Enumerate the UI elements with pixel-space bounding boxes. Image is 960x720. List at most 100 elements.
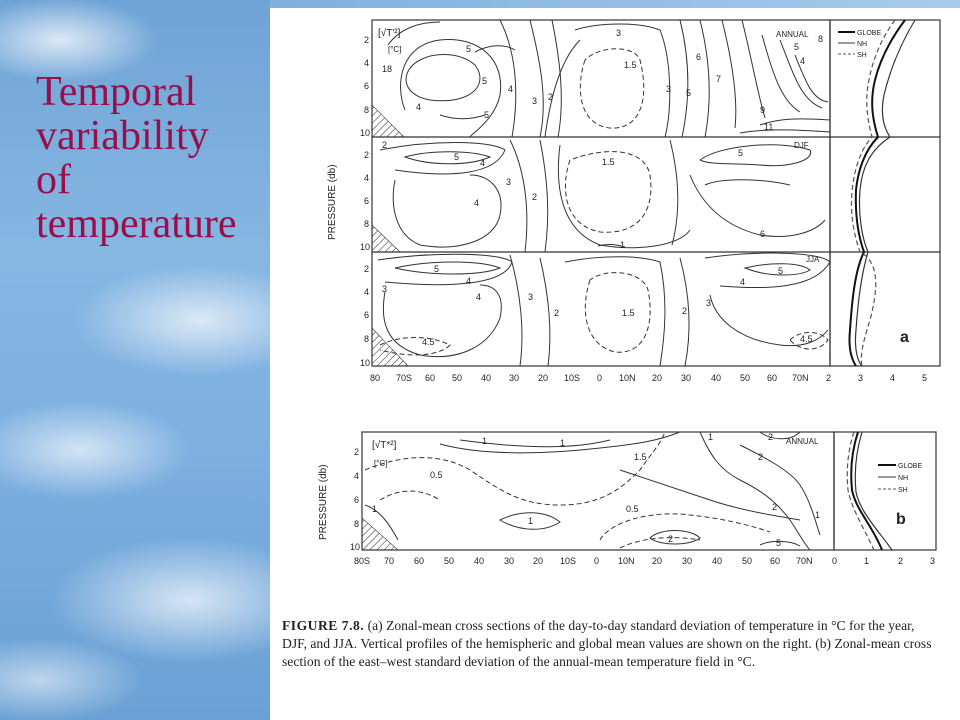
title-line: variability <box>36 113 209 159</box>
x-tick: 50 <box>444 556 454 566</box>
figure-b-ylabel: PRESSURE (db) <box>318 464 329 540</box>
x-tick: 40 <box>481 373 491 383</box>
contour-label: 5 <box>686 88 691 98</box>
x-tick: 40 <box>712 556 722 566</box>
units: [°C] <box>374 459 387 468</box>
contour-label: 5 <box>776 538 781 548</box>
x-tick: 60 <box>414 556 424 566</box>
y-tick: 2 <box>364 35 369 45</box>
x-tick: 10S <box>560 556 576 566</box>
contour-label: 8 <box>818 34 823 44</box>
y-tick: 2 <box>364 264 369 274</box>
x-tick: 60 <box>770 556 780 566</box>
y-tick: 8 <box>364 334 369 344</box>
contour-label: 4 <box>476 292 481 302</box>
units-label: [√T*²] <box>372 439 397 451</box>
profile-tick: 4 <box>890 373 895 383</box>
contours-b <box>364 431 821 551</box>
figure-a <box>371 19 941 367</box>
contour-label: 4 <box>508 84 513 94</box>
legend-entry: GLOBE <box>898 463 922 470</box>
contour-label: 5 <box>454 152 459 162</box>
x-tick: 70S <box>396 373 412 383</box>
x-tick: 20 <box>533 556 543 566</box>
contour-label: 1 <box>482 436 487 446</box>
contour-label: 5 <box>466 44 471 54</box>
legend-entry: SH <box>898 487 908 494</box>
contour-label: 2 <box>554 308 559 318</box>
y-tick: 4 <box>354 471 359 481</box>
contour-label: 4 <box>800 56 805 66</box>
x-tick: 80S <box>354 556 370 566</box>
profile-tick: 2 <box>898 556 903 566</box>
sky-background <box>0 0 270 720</box>
caption-label: FIGURE 7.8. <box>282 618 365 633</box>
contour-label: 5 <box>794 42 799 52</box>
season-label: DJF <box>794 141 809 150</box>
contours-djf <box>379 139 826 253</box>
hatched-region <box>371 327 409 367</box>
x-tick: 40 <box>711 373 721 383</box>
profile-tick: 2 <box>826 373 831 383</box>
profile-tick: 3 <box>930 556 935 566</box>
units: [°C] <box>388 45 401 54</box>
contours-annual <box>387 19 831 138</box>
contour-label: 0.5 <box>430 470 443 480</box>
figure-b <box>361 431 937 551</box>
contour-label: 4.5 <box>800 334 813 344</box>
figure-b-profile-frame <box>833 431 937 551</box>
contour-label: 4 <box>474 198 479 208</box>
contour-label: 3 <box>506 177 511 187</box>
x-tick: 70 <box>384 556 394 566</box>
contour-label: 18 <box>382 64 392 74</box>
contour-label: 9 <box>760 105 765 115</box>
contour-label: 1 <box>528 516 533 526</box>
x-tick: 50 <box>740 373 750 383</box>
panel-letter: a <box>900 329 909 346</box>
contour-label: 2 <box>768 432 773 442</box>
x-tick: 30 <box>504 556 514 566</box>
contour-label: 1.5 <box>624 60 637 70</box>
contour-label: 1.5 <box>622 308 635 318</box>
contour-label: 3 <box>382 284 387 294</box>
legend-entry: GLOBE <box>857 30 881 37</box>
figure-caption: FIGURE 7.8. (a) Zonal-mean cross section… <box>282 617 942 671</box>
units-label: [√T'²] <box>378 27 401 39</box>
x-tick: 80 <box>370 373 380 383</box>
panel-letter: b <box>896 511 906 528</box>
title-line: temperature <box>36 201 237 247</box>
y-tick: 10 <box>350 542 360 552</box>
contour-label: 2 <box>772 502 777 512</box>
figure-a-frame <box>371 19 831 367</box>
x-tick: 60 <box>767 373 777 383</box>
x-tick: 30 <box>681 373 691 383</box>
y-tick: 6 <box>364 310 369 320</box>
contours-jja <box>377 252 831 367</box>
contour-label: 5 <box>484 110 489 120</box>
x-tick: 40 <box>474 556 484 566</box>
contour-label: 11 <box>764 122 773 132</box>
y-tick: 10 <box>360 128 370 138</box>
y-tick: 4 <box>364 173 369 183</box>
y-tick: 4 <box>364 58 369 68</box>
contour-label: 1 <box>815 510 820 520</box>
contour-label: 2 <box>382 140 387 150</box>
contour-label: 2 <box>682 306 687 316</box>
contour-label: 2 <box>758 452 763 462</box>
contour-label: 4 <box>466 276 471 286</box>
contour-label: 1 <box>372 504 377 514</box>
figure-a-ylabel: PRESSURE (db) <box>327 164 338 240</box>
contour-label: 5 <box>738 148 743 158</box>
y-tick: 6 <box>364 81 369 91</box>
hatched-region <box>361 517 399 551</box>
profile-tick: 0 <box>832 556 837 566</box>
contour-label: 1 <box>708 432 713 442</box>
profile-tick: 3 <box>858 373 863 383</box>
contour-label: 2 <box>548 92 553 102</box>
hatched-region <box>371 224 401 253</box>
x-tick: 10S <box>564 373 580 383</box>
contour-label: 3 <box>532 96 537 106</box>
y-tick: 8 <box>364 219 369 229</box>
x-tick: 20 <box>652 556 662 566</box>
x-tick: 30 <box>682 556 692 566</box>
